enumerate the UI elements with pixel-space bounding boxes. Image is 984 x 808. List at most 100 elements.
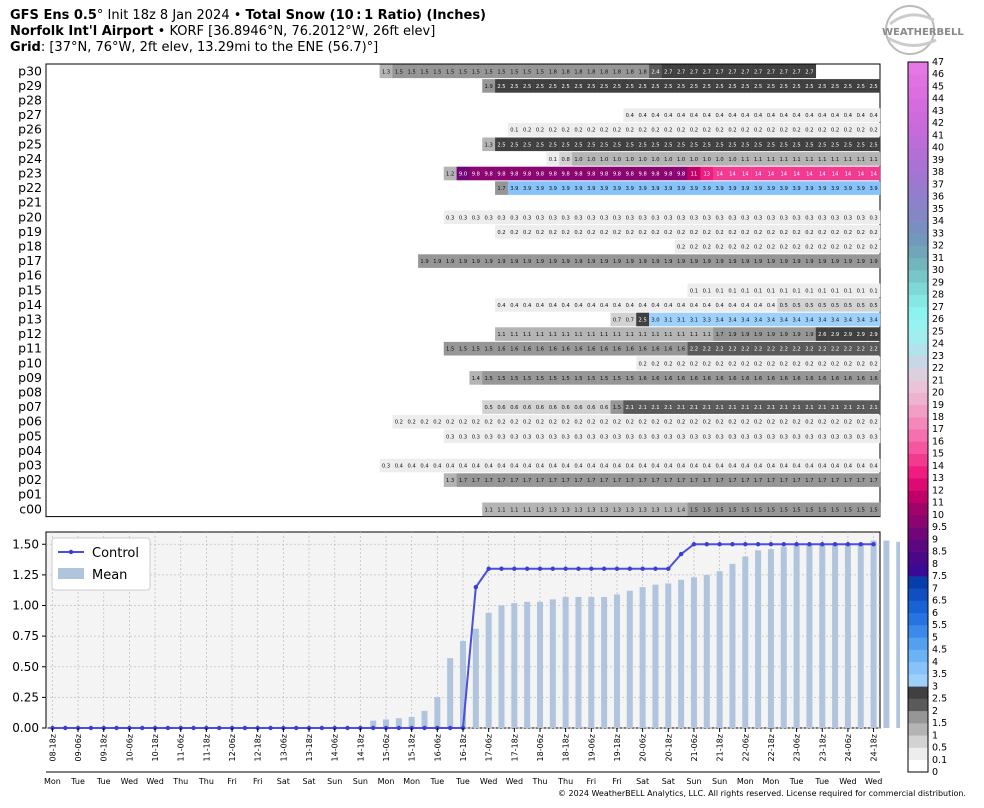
control-point xyxy=(140,725,145,731)
colorbar-tick-label: 17 xyxy=(932,424,944,435)
heatmap-cell xyxy=(661,356,675,371)
member-label-c00: c00 xyxy=(19,501,42,516)
heatmap-cell xyxy=(584,79,598,93)
heatmap-cell xyxy=(572,181,586,195)
colorbar-tick-label: 6 xyxy=(932,608,938,619)
heatmap-cell xyxy=(623,181,637,195)
heatmap-cell-label: 2.1 xyxy=(677,405,685,411)
heatmap-cell-label: 0.2 xyxy=(741,420,749,426)
heatmap-cell-label: 0.2 xyxy=(741,230,749,236)
heatmap-cell-label: 1.5 xyxy=(562,376,570,382)
heatmap-cell-label: 0.4 xyxy=(459,464,468,470)
x-tick-label: 24-18z xyxy=(870,734,879,761)
heatmap-cell xyxy=(738,166,752,181)
heatmap-cell xyxy=(751,371,765,385)
heatmap-cell-label: 3.9 xyxy=(664,186,672,192)
heatmap-cell-label: 0.6 xyxy=(536,405,544,411)
x-tick-label: 22-06z xyxy=(741,734,750,761)
heatmap-cell xyxy=(546,371,560,385)
heatmap-cell xyxy=(674,108,688,122)
heatmap-cell-label: 0.3 xyxy=(574,215,582,221)
heatmap-cell-label: 14 xyxy=(832,172,839,178)
y-tick-label: 0.50 xyxy=(12,660,39,674)
heatmap-cell-label: 0.1 xyxy=(780,288,788,294)
heatmap-cell-label: 1.9 xyxy=(626,259,634,265)
mean-bar xyxy=(536,601,543,728)
heatmap-cell xyxy=(636,181,650,195)
heatmap-cell-label: 1.9 xyxy=(805,332,813,338)
control-point xyxy=(704,542,709,547)
heatmap-cell-label: 0.3 xyxy=(715,434,723,440)
heatmap-cell-label: 2.2 xyxy=(754,347,762,353)
colorbar-swatch xyxy=(908,465,928,479)
colorbar-tick-label: 46 xyxy=(932,69,944,80)
control-point xyxy=(627,566,632,571)
heatmap-cell xyxy=(674,371,688,385)
heatmap-cell-label: 0.4 xyxy=(626,464,635,470)
day-label: Tue xyxy=(430,777,445,786)
heatmap-cell-label: 3.9 xyxy=(510,186,518,192)
heatmap-cell xyxy=(751,473,765,487)
heatmap-cell xyxy=(713,137,727,152)
heatmap-cell xyxy=(495,181,509,195)
heatmap-cell xyxy=(674,400,688,414)
heatmap-cell-label: 0.5 xyxy=(780,303,788,309)
heatmap-cell-label: 2.5 xyxy=(677,142,685,148)
colorbar-swatch xyxy=(908,392,928,406)
heatmap-cell xyxy=(443,429,457,444)
heatmap-cell-label: 2.1 xyxy=(831,405,839,411)
heatmap-cell xyxy=(533,400,547,414)
heatmap-cell-label: 0.5 xyxy=(831,303,839,309)
heatmap-cell xyxy=(854,502,868,517)
colorbar-tick-label: 27 xyxy=(932,302,944,313)
legend-mean-label: Mean xyxy=(92,568,127,583)
heatmap-cell xyxy=(572,473,586,487)
heatmap-cell-label: 1.7 xyxy=(844,478,852,484)
heatmap-cell-label: 1.1 xyxy=(600,332,608,338)
heatmap-cell-label: 1.9 xyxy=(805,259,813,265)
heatmap-cell-label: 0.2 xyxy=(805,128,813,134)
heatmap-cell xyxy=(495,166,509,181)
heatmap-cell-label: 1.0 xyxy=(587,157,595,163)
heatmap-cell xyxy=(700,458,714,473)
heatmap-cell xyxy=(546,152,560,166)
heatmap-cell xyxy=(790,473,804,487)
heatmap-cell-label: 0.3 xyxy=(703,434,711,440)
heatmap-cell-label: 0.4 xyxy=(715,464,724,470)
colorbar-tick-label: 15 xyxy=(932,449,944,460)
mean-bar xyxy=(665,583,672,728)
heatmap-cell xyxy=(661,429,675,444)
heatmap-cell xyxy=(533,166,547,181)
heatmap-cell-label: 2.5 xyxy=(728,142,736,148)
heatmap-cell xyxy=(751,225,765,239)
heatmap-cell-label: 1.9 xyxy=(780,332,788,338)
heatmap-cell-label: 0.2 xyxy=(805,245,813,251)
colorbar-swatch xyxy=(908,74,928,87)
colorbar-tick-label: 1 xyxy=(932,730,938,741)
heatmap-cell xyxy=(559,502,573,517)
control-point xyxy=(550,566,556,571)
heatmap-cell-label: 9.8 xyxy=(536,172,544,178)
heatmap-cell xyxy=(559,166,573,181)
control-point xyxy=(807,542,812,547)
heatmap-cell-label: 2.5 xyxy=(497,84,505,90)
heatmap-cell-label: 0.6 xyxy=(549,405,557,411)
heatmap-cell xyxy=(572,79,586,93)
mean-bar xyxy=(703,574,710,728)
colorbar-swatch xyxy=(908,306,928,320)
colorbar-swatch xyxy=(908,355,928,369)
heatmap-cell xyxy=(636,414,650,429)
heatmap-cell-label: 0.2 xyxy=(857,245,865,251)
heatmap-cell xyxy=(700,181,714,195)
heatmap-cell-label: 1.6 xyxy=(869,376,877,382)
heatmap-cell xyxy=(623,327,637,341)
control-point xyxy=(242,725,248,731)
heatmap-cell-label: 1.8 xyxy=(613,69,621,75)
heatmap-cell xyxy=(867,166,881,181)
heatmap-cell xyxy=(597,152,611,166)
day-label: Tue xyxy=(789,777,804,786)
heatmap-cell-label: 0.3 xyxy=(792,434,800,440)
heatmap-cell-label: 1.7 xyxy=(792,478,800,484)
heatmap-cell-label: 2.7 xyxy=(767,69,775,75)
heatmap-cell xyxy=(828,79,842,93)
